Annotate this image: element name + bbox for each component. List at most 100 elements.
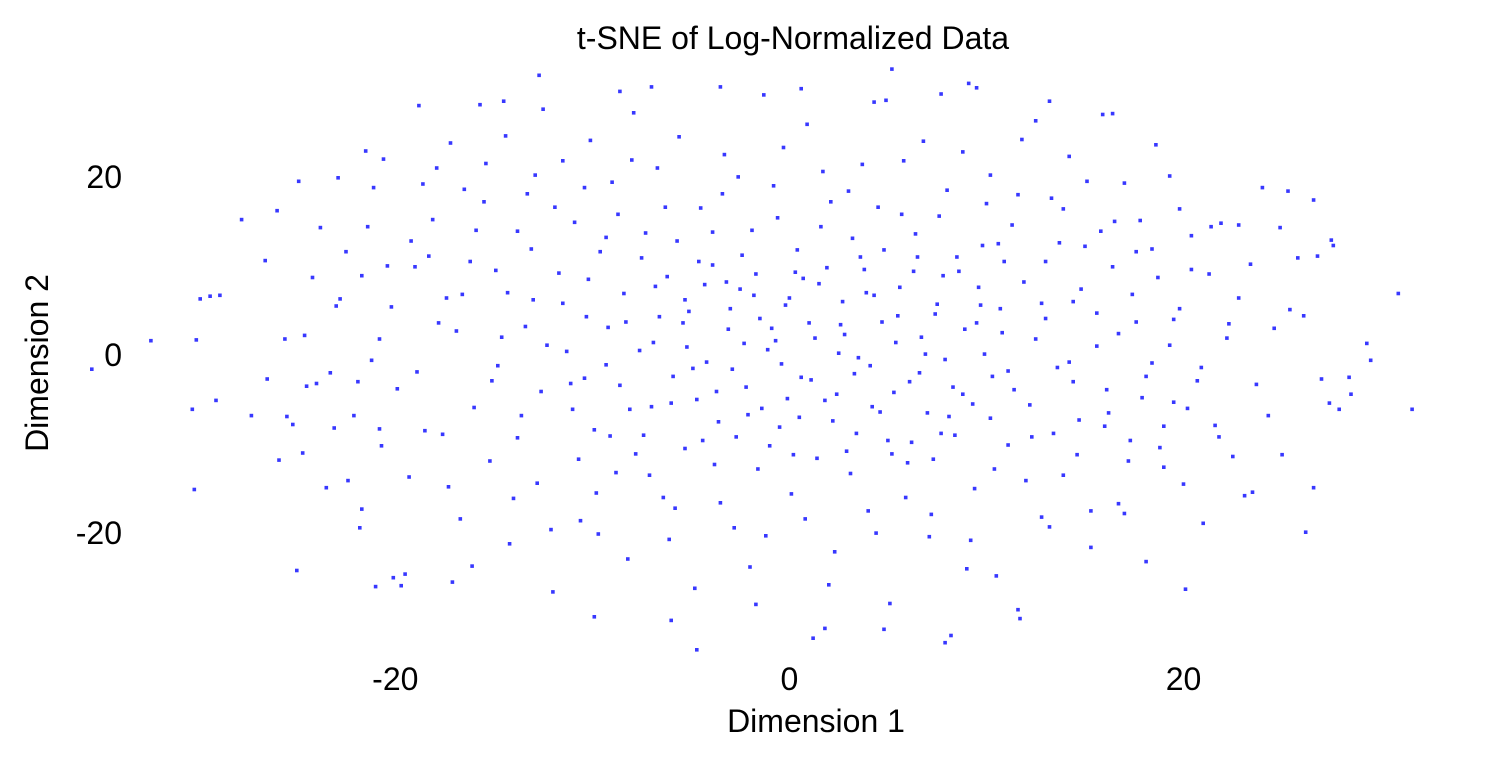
scatter-point <box>436 321 441 325</box>
scatter-point <box>1043 316 1048 321</box>
scatter-point <box>1006 443 1010 447</box>
scatter-point <box>377 427 382 431</box>
scatter-point <box>811 636 815 640</box>
scatter-point <box>604 363 608 367</box>
scatter-point <box>389 305 394 309</box>
scatter-point <box>896 314 900 318</box>
scatter-point <box>789 492 794 496</box>
scatter-point <box>720 192 725 196</box>
scatter-point <box>714 389 719 394</box>
scatter-point <box>592 428 597 432</box>
scatter-point <box>1116 331 1121 336</box>
scatter-point <box>409 239 413 243</box>
scatter-point <box>275 208 279 213</box>
scatter-point <box>610 180 614 184</box>
scatter-point <box>1016 607 1020 612</box>
scatter-point <box>919 335 924 339</box>
scatter-point <box>507 542 512 546</box>
y-tick-label: -20 <box>76 515 122 551</box>
scatter-point <box>576 457 581 461</box>
scatter-point <box>90 367 94 371</box>
scatter-point <box>356 379 360 384</box>
scatter-point <box>1061 473 1066 477</box>
scatter-point <box>499 335 504 339</box>
scatter-point <box>923 352 928 356</box>
scatter-point <box>423 428 427 433</box>
scatter-point <box>661 495 666 500</box>
scatter-point <box>813 336 817 340</box>
scatter-point <box>450 580 455 584</box>
scatter-point <box>1000 330 1004 335</box>
scatter-point <box>907 379 912 384</box>
scatter-point <box>1051 431 1056 436</box>
scatter-point <box>1049 196 1054 200</box>
scatter-point <box>823 626 827 631</box>
scatter-point <box>1106 411 1111 415</box>
scatter-point <box>754 272 758 276</box>
scatter-point <box>460 292 465 297</box>
scatter-point <box>1104 387 1109 392</box>
scatter-point <box>765 347 770 352</box>
scatter-point <box>568 381 573 386</box>
scatter-point <box>1067 360 1071 364</box>
y-tick-label: 0 <box>104 337 122 373</box>
scatter-point <box>1195 379 1200 383</box>
scatter-point <box>1217 435 1221 439</box>
scatter-point <box>1219 221 1223 225</box>
scatter-point <box>1057 241 1062 245</box>
scatter-point <box>1278 225 1282 230</box>
scatter-point <box>892 390 896 395</box>
scatter-point <box>858 255 863 259</box>
scatter-point <box>990 374 995 379</box>
scatter-point <box>1012 387 1016 392</box>
scatter-point <box>988 173 993 177</box>
x-axis-ticks: -20 0 20 <box>372 661 1201 697</box>
scatter-point <box>263 258 267 263</box>
scatter-point <box>834 392 839 396</box>
scatter-point <box>523 324 528 329</box>
scatter-point <box>653 284 658 289</box>
scatter-point <box>974 86 979 90</box>
scatter-point <box>764 534 768 538</box>
scatter-point <box>832 550 837 554</box>
chart-title: t-SNE of Log-Normalized Data <box>577 20 1009 56</box>
scatter-point <box>972 486 977 491</box>
scatter-point <box>318 225 323 230</box>
scatter-point <box>1067 154 1071 159</box>
scatter-point <box>1024 478 1028 483</box>
scatter-point <box>1331 243 1336 248</box>
scatter-point <box>929 512 934 517</box>
scatter-point <box>1171 400 1176 404</box>
scatter-point <box>1365 341 1369 346</box>
scatter-point <box>582 185 587 190</box>
scatter-point <box>633 452 638 456</box>
scatter-point <box>1225 336 1229 340</box>
scatter-point <box>740 253 744 257</box>
scatter-point <box>1209 224 1213 229</box>
scatter-point <box>671 374 675 379</box>
scatter-point <box>1083 244 1087 249</box>
scatter-point <box>996 241 1001 246</box>
scatter-point <box>332 426 336 430</box>
scatter-point <box>626 557 630 561</box>
scatter-point <box>691 366 695 371</box>
scatter-point <box>1301 314 1306 318</box>
scatter-point <box>192 487 197 492</box>
scatter-point <box>1071 299 1075 304</box>
scatter-point <box>698 206 703 210</box>
scatter-point <box>767 444 772 448</box>
scatter-point <box>468 259 472 264</box>
scatter-point <box>911 269 916 274</box>
scatter-point <box>614 470 618 475</box>
x-tick-label: 0 <box>781 661 799 697</box>
scatter-point <box>586 277 591 282</box>
scatter-point <box>925 411 930 415</box>
scatter-point <box>1171 317 1176 322</box>
scatter-point <box>821 169 825 174</box>
scatter-point <box>748 565 752 569</box>
scatter-point <box>675 239 679 243</box>
scatter-point <box>953 433 957 437</box>
scatter-point <box>344 249 348 254</box>
scatter-point <box>377 337 382 341</box>
scatter-point <box>978 303 983 307</box>
